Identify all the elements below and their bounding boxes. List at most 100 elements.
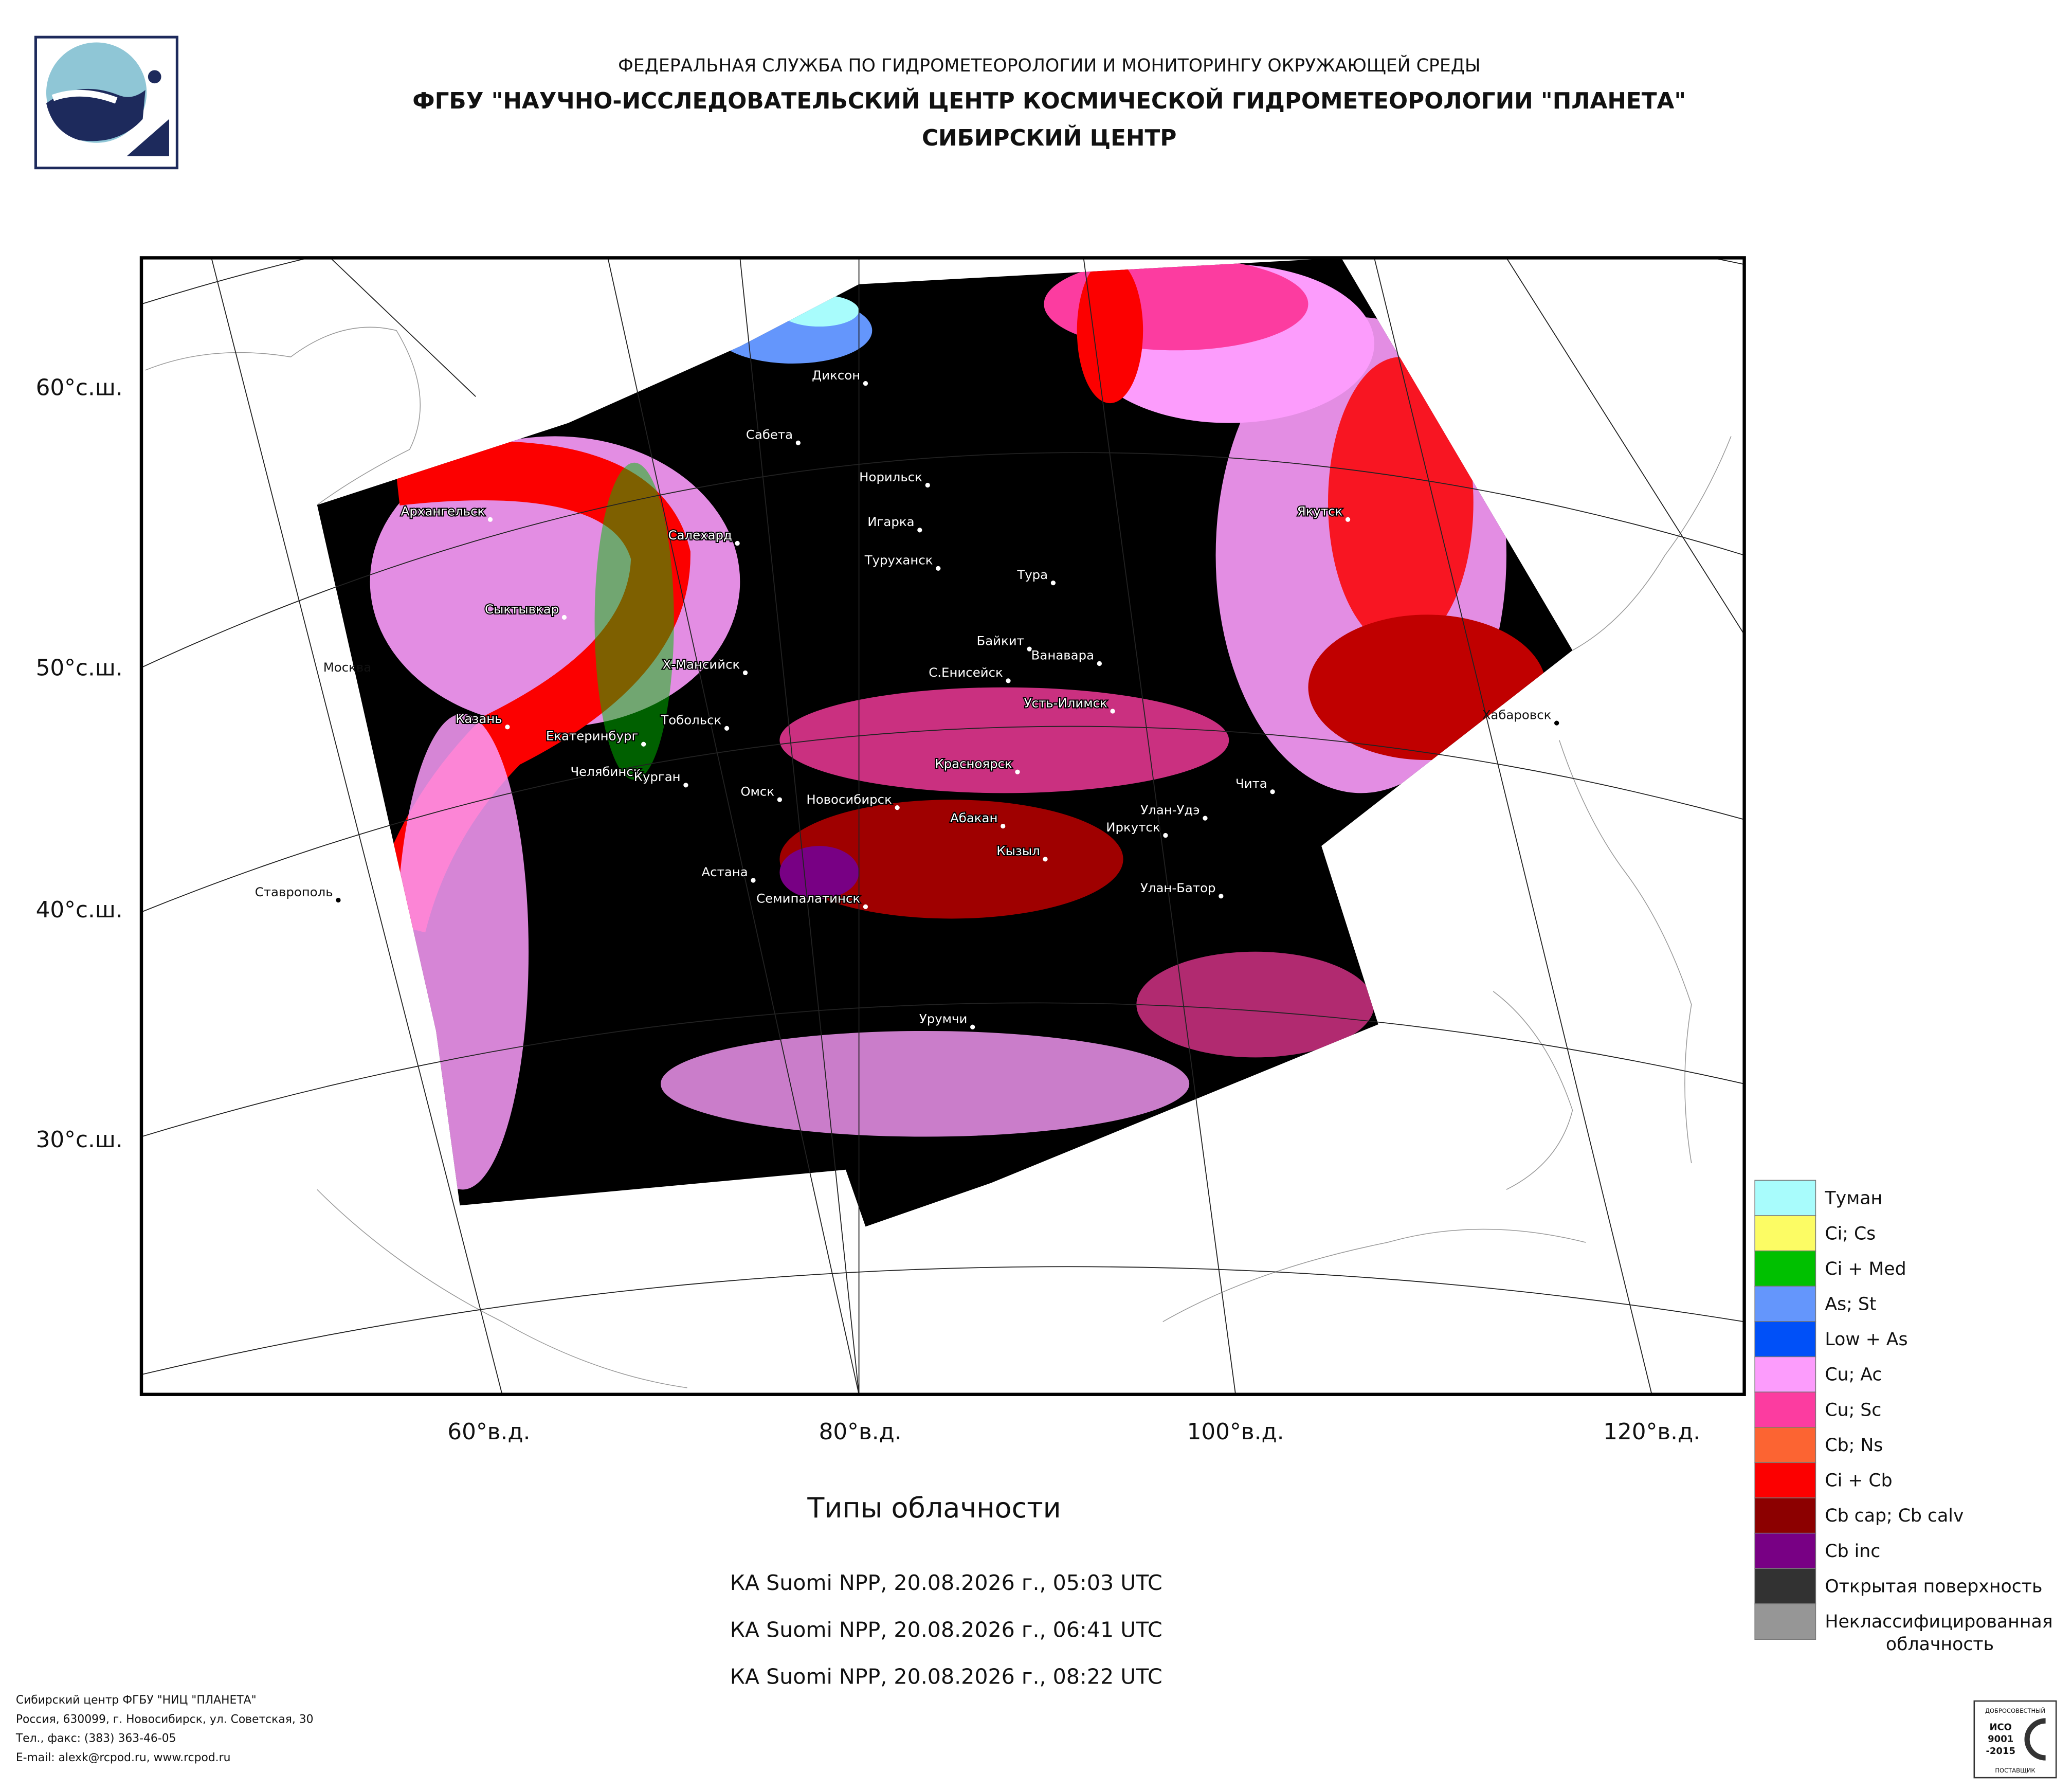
grid-labels: 60°с.ш. 50°с.ш. 40°с.ш. 30°с.ш. 60°в.д. 80°в.… bbox=[36, 375, 1701, 1445]
badge-top: ДОБРОСОВЕСТНЫЙ bbox=[1985, 1707, 2045, 1714]
city-dot bbox=[724, 726, 730, 731]
iso-badge: ДОБРОСОВЕСТНЫЙ ИСО 9001 -2015 ПОСТАВЩИК bbox=[1973, 1700, 2057, 1779]
legend-swatch bbox=[1754, 1215, 1816, 1252]
city-dot bbox=[1219, 894, 1224, 899]
legend-label: Туман bbox=[1824, 1188, 1882, 1209]
city-label: Челябинск bbox=[570, 764, 641, 779]
footer-line: Тел., факс: (383) 363-46-05 bbox=[15, 1732, 176, 1745]
city-dot bbox=[1001, 823, 1006, 829]
badge-number: 9001 bbox=[1988, 1734, 2013, 1745]
city-dot bbox=[863, 904, 868, 909]
legend: Туман Ci; Cs Ci + Med As; St Low + As Cu; Ac C… bbox=[1754, 1180, 2053, 1655]
passes: КА Suomi NPP, 20.08.2026 г., 05:03 UTC КА… bbox=[730, 1570, 1162, 1689]
product-title: Типы облачности bbox=[807, 1492, 1061, 1524]
city-dot bbox=[925, 482, 930, 488]
lon-label: 120°в.д. bbox=[1603, 1419, 1700, 1445]
city-dot bbox=[1043, 857, 1048, 862]
city-label: Курган bbox=[634, 769, 681, 784]
city-label: Хабаровск bbox=[1482, 707, 1552, 722]
city-label: Екатеринбург bbox=[546, 729, 638, 744]
city-dot bbox=[1270, 789, 1275, 794]
city-label: Семипалатинск bbox=[756, 891, 860, 906]
legend-label: Cb; Ns bbox=[1825, 1435, 1883, 1456]
map bbox=[141, 258, 1744, 1395]
footer-line: Сибирский центр ФГБУ "НИЦ "ПЛАНЕТА" bbox=[16, 1694, 257, 1707]
city-dot bbox=[1203, 816, 1208, 821]
city-label: Сабета bbox=[746, 427, 793, 442]
legend-label: Ci + Cb bbox=[1825, 1471, 1892, 1491]
cities: Диксон Сабета Норильск Игарка Туруханск Тура А… bbox=[255, 367, 1559, 1029]
city-label: Тура bbox=[1016, 567, 1048, 582]
legend-swatch bbox=[1754, 1426, 1816, 1463]
city-label: Тобольск bbox=[660, 713, 721, 728]
legend-label: As; St bbox=[1825, 1294, 1876, 1315]
city-dot bbox=[1345, 517, 1351, 522]
city-dot bbox=[735, 540, 740, 546]
city-label: Урумчи bbox=[919, 1011, 968, 1026]
city-label: Улан-Батор bbox=[1140, 880, 1216, 895]
coastlines bbox=[145, 327, 1732, 1388]
city-label: Чита bbox=[1235, 776, 1267, 791]
legend-swatch bbox=[1754, 1321, 1816, 1358]
lat-label: 30°с.ш. bbox=[36, 1127, 123, 1153]
city-label: Игарка bbox=[867, 514, 914, 529]
city-label: Сыктывкар bbox=[485, 602, 559, 617]
city-dot bbox=[1097, 661, 1102, 666]
lon-label: 80°в.д. bbox=[819, 1419, 902, 1445]
header-branch: СИБИРСКИЙ ЦЕНТР bbox=[922, 124, 1176, 151]
city-dot bbox=[970, 1024, 975, 1029]
city-dot bbox=[1006, 678, 1011, 683]
city-dot bbox=[1027, 646, 1032, 652]
city-label: Салехард bbox=[668, 528, 732, 542]
badge-bottom: ПОСТАВЩИК bbox=[1995, 1767, 2035, 1774]
pass-line: КА Suomi NPP, 20.08.2026 г., 05:03 UTC bbox=[730, 1570, 1162, 1595]
legend-label: Cu; Ac bbox=[1825, 1365, 1882, 1385]
city-dot bbox=[641, 741, 646, 747]
city-label: Диксон bbox=[812, 368, 860, 383]
legend-swatch bbox=[1754, 1356, 1816, 1393]
city-label: Туруханск bbox=[864, 553, 933, 568]
city-dot bbox=[1554, 720, 1559, 726]
lat-label: 40°с.ш. bbox=[36, 897, 123, 923]
lon-label: 60°в.д. bbox=[447, 1419, 530, 1445]
logo bbox=[34, 35, 178, 170]
legend-label: Cb cap; Cb calv bbox=[1825, 1506, 1964, 1526]
city-dot bbox=[863, 381, 868, 386]
city-dot bbox=[561, 614, 567, 620]
city-dot bbox=[777, 797, 783, 802]
legend-swatch bbox=[1754, 1603, 1816, 1640]
city-dot bbox=[487, 517, 493, 522]
city-label: Казань bbox=[456, 711, 502, 726]
legend-swatch bbox=[1754, 1391, 1816, 1428]
graticule bbox=[141, 258, 1744, 1395]
city-label: С.Енисейск bbox=[929, 665, 1003, 680]
city-dot bbox=[644, 777, 649, 783]
legend-swatch bbox=[1754, 1532, 1816, 1569]
legend-label: Ci; Cs bbox=[1825, 1223, 1876, 1244]
city-label: Якутск bbox=[1297, 504, 1343, 519]
city-dot bbox=[895, 805, 900, 810]
footer-line: E-mail: alexk@rcpod.ru, www.rcpod.ru bbox=[16, 1751, 231, 1764]
city-label: Омск bbox=[740, 784, 774, 799]
lat-label: 50°с.ш. bbox=[36, 655, 123, 681]
city-dot bbox=[336, 897, 341, 903]
city-dot bbox=[936, 566, 941, 571]
city-label: Х-Мансийск bbox=[662, 657, 740, 672]
city-label: Москва bbox=[323, 660, 372, 675]
lon-label: 100°в.д. bbox=[1187, 1419, 1284, 1445]
legend-label: Ci + Med bbox=[1825, 1259, 1906, 1279]
pass-line: КА Suomi NPP, 20.08.2026 г., 06:41 UTC bbox=[730, 1617, 1162, 1642]
legend-swatch bbox=[1754, 1286, 1816, 1323]
city-label: Норильск bbox=[859, 469, 922, 484]
city-dot bbox=[1110, 709, 1115, 714]
city-label: Астана bbox=[702, 864, 748, 879]
city-label: Ставрополь bbox=[255, 884, 333, 899]
city-label: Улан-Удэ bbox=[1140, 802, 1199, 817]
badge-iso: ИСО bbox=[1989, 1722, 2012, 1733]
city-label: Красноярск bbox=[935, 756, 1012, 771]
city-label: Кызыл bbox=[996, 843, 1040, 858]
pass-line: КА Suomi NPP, 20.08.2026 г., 08:22 UTC bbox=[730, 1665, 1162, 1689]
city-dot bbox=[1163, 833, 1168, 838]
city-dot bbox=[742, 670, 748, 676]
